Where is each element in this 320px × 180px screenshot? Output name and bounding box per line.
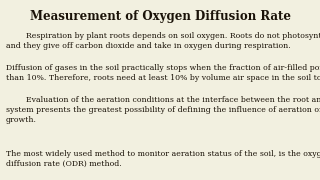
Text: Respiration by plant roots depends on soil oxygen. Roots do not photosynthesize,: Respiration by plant roots depends on so… (6, 32, 320, 50)
Text: Evaluation of the aeration conditions at the interface between the root and the : Evaluation of the aeration conditions at… (6, 96, 320, 124)
Text: Diffusion of gases in the soil practically stops when the fraction of air-filled: Diffusion of gases in the soil practical… (6, 64, 320, 82)
Text: The most widely used method to monitor aeration status of the soil, is the oxyge: The most widely used method to monitor a… (6, 150, 320, 168)
Text: Measurement of Oxygen Diffusion Rate: Measurement of Oxygen Diffusion Rate (29, 10, 291, 23)
